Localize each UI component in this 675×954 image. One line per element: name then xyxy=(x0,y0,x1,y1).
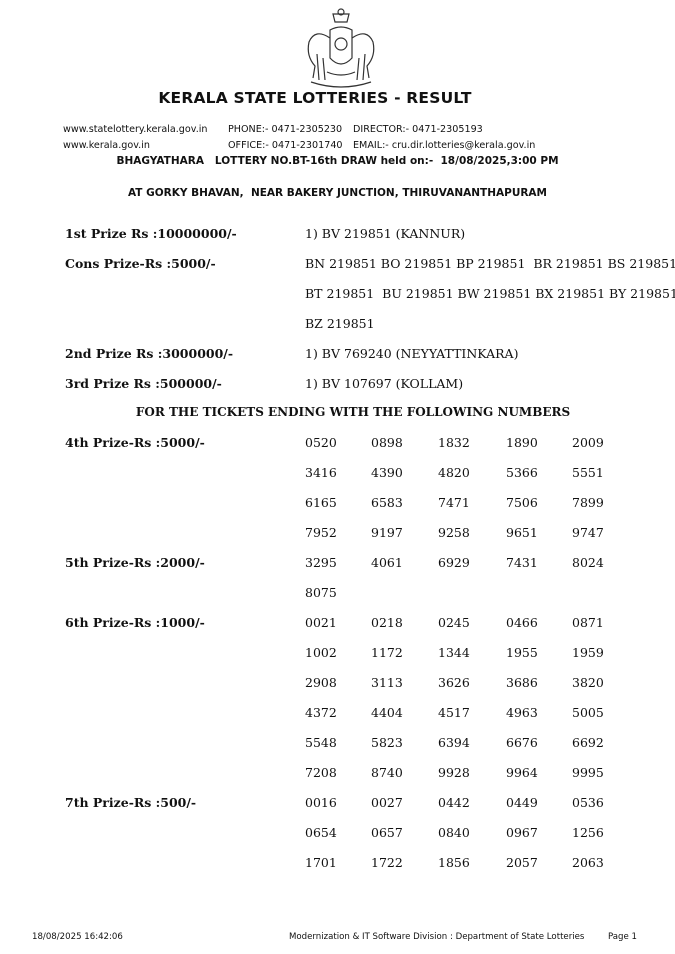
prize-result: 1) BV 107697 (KOLLAM) xyxy=(305,376,464,391)
prize-result: BT 219851 BU 219851 BW 219851 BX 219851 … xyxy=(305,286,675,301)
winning-number: 9995 xyxy=(572,765,604,780)
winning-number: 5005 xyxy=(572,705,604,720)
winning-number: 4820 xyxy=(438,465,470,480)
winning-number: 5823 xyxy=(371,735,403,750)
winning-number: 0871 xyxy=(572,615,604,630)
winning-number: 9651 xyxy=(506,525,538,540)
winning-number: 0245 xyxy=(438,615,470,630)
office-phone: OFFICE:- 0471-2301740 xyxy=(228,140,343,151)
winning-number: 0840 xyxy=(438,825,470,840)
winning-number: 0449 xyxy=(506,795,538,810)
winning-number: 0218 xyxy=(371,615,403,630)
winning-number: 0967 xyxy=(506,825,538,840)
winning-number: 8740 xyxy=(371,765,403,780)
prize-result: BZ 219851 xyxy=(305,316,375,331)
winning-number: 1172 xyxy=(371,645,403,660)
winning-number: 7208 xyxy=(305,765,337,780)
winning-number: 7952 xyxy=(305,525,337,540)
winning-number: 1256 xyxy=(572,825,604,840)
winning-number: 7431 xyxy=(506,555,538,570)
draw-info: BHAGYATHARA LOTTERY NO.BT-16th DRAW held… xyxy=(116,155,559,167)
footer-timestamp: 18/08/2025 16:42:06 xyxy=(32,932,123,942)
winning-number: 0466 xyxy=(506,615,538,630)
winning-number: 4390 xyxy=(371,465,403,480)
winning-number: 1701 xyxy=(305,855,337,870)
winning-number: 6692 xyxy=(572,735,604,750)
winning-number: 3295 xyxy=(305,555,337,570)
winning-number: 2009 xyxy=(572,435,604,450)
footer-page-number: Page 1 xyxy=(608,932,638,942)
winning-number: 3626 xyxy=(438,675,470,690)
winning-number: 3416 xyxy=(305,465,337,480)
prize-label: Cons Prize-Rs :5000/- xyxy=(65,256,216,271)
winning-number: 0520 xyxy=(305,435,337,450)
winning-number: 9197 xyxy=(371,525,403,540)
winning-number: 1856 xyxy=(438,855,470,870)
winning-number: 9747 xyxy=(572,525,604,540)
prize-label: 2nd Prize Rs :3000000/- xyxy=(65,346,234,361)
prize-label: 3rd Prize Rs :500000/- xyxy=(65,376,222,391)
winning-number: 9928 xyxy=(438,765,470,780)
winning-number: 5551 xyxy=(572,465,604,480)
winning-number: 0536 xyxy=(572,795,604,810)
winning-number: 4372 xyxy=(305,705,337,720)
prize-label: 1st Prize Rs :10000000/- xyxy=(65,226,237,241)
winning-number: 3820 xyxy=(572,675,604,690)
winning-number: 8024 xyxy=(572,555,604,570)
winning-number: 2908 xyxy=(305,675,337,690)
winning-number: 1832 xyxy=(438,435,470,450)
winning-number: 2057 xyxy=(506,855,538,870)
prize-label: 7th Prize-Rs :500/- xyxy=(65,795,197,810)
winning-number: 4517 xyxy=(438,705,470,720)
winning-number: 1890 xyxy=(506,435,538,450)
director-phone: DIRECTOR:- 0471-2305193 xyxy=(353,124,483,135)
winning-number: 1722 xyxy=(371,855,403,870)
winning-number: 4404 xyxy=(371,705,403,720)
winning-number: 0016 xyxy=(305,795,337,810)
winning-number: 0657 xyxy=(371,825,403,840)
prize-result: 1) BV 769240 (NEYYATTINKARA) xyxy=(305,346,519,361)
page-title: KERALA STATE LOTTERIES - RESULT xyxy=(158,89,472,107)
winning-number: 4061 xyxy=(371,555,403,570)
winning-number: 7506 xyxy=(506,495,538,510)
prize-label: 4th Prize-Rs :5000/- xyxy=(65,435,205,450)
winning-number: 6583 xyxy=(371,495,403,510)
kerala-emblem-logo xyxy=(307,8,375,88)
winning-number: 7899 xyxy=(572,495,604,510)
winning-number: 1955 xyxy=(506,645,538,660)
draw-venue: AT GORKY BHAVAN, NEAR BAKERY JUNCTION, T… xyxy=(127,187,548,199)
prize-label: 6th Prize-Rs :1000/- xyxy=(65,615,205,630)
winning-number: 6165 xyxy=(305,495,337,510)
winning-number: 8075 xyxy=(305,585,337,600)
winning-number: 5548 xyxy=(305,735,337,750)
winning-number: 6394 xyxy=(438,735,470,750)
winning-number: 9258 xyxy=(438,525,470,540)
winning-number: 3686 xyxy=(506,675,538,690)
winning-number: 0654 xyxy=(305,825,337,840)
winning-number: 9964 xyxy=(506,765,538,780)
winning-number: 2063 xyxy=(572,855,604,870)
winning-number: 0442 xyxy=(438,795,470,810)
winning-number: 7471 xyxy=(438,495,470,510)
winning-number: 0021 xyxy=(305,615,337,630)
email-address[interactable]: EMAIL:- cru.dir.lotteries@kerala.gov.in xyxy=(353,140,536,151)
winning-number: 3113 xyxy=(371,675,403,690)
phone-number: PHONE:- 0471-2305230 xyxy=(228,124,343,135)
winning-number: 1344 xyxy=(438,645,470,660)
kerala-website-link[interactable]: www.kerala.gov.in xyxy=(63,140,150,151)
winning-number: 6929 xyxy=(438,555,470,570)
winning-number: 6676 xyxy=(506,735,538,750)
footer-division: Modernization & IT Software Division : D… xyxy=(289,932,585,942)
prize-result: BN 219851 BO 219851 BP 219851 BR 219851 … xyxy=(305,256,675,271)
winning-number: 4963 xyxy=(506,705,538,720)
ending-numbers-heading: FOR THE TICKETS ENDING WITH THE FOLLOWIN… xyxy=(135,405,571,419)
website-link[interactable]: www.statelottery.kerala.gov.in xyxy=(63,124,208,135)
prize-result: 1) BV 219851 (KANNUR) xyxy=(305,226,466,241)
winning-number: 0027 xyxy=(371,795,403,810)
winning-number: 1959 xyxy=(572,645,604,660)
winning-number: 5366 xyxy=(506,465,538,480)
winning-number: 1002 xyxy=(305,645,337,660)
prize-label: 5th Prize-Rs :2000/- xyxy=(65,555,205,570)
winning-number: 0898 xyxy=(371,435,403,450)
